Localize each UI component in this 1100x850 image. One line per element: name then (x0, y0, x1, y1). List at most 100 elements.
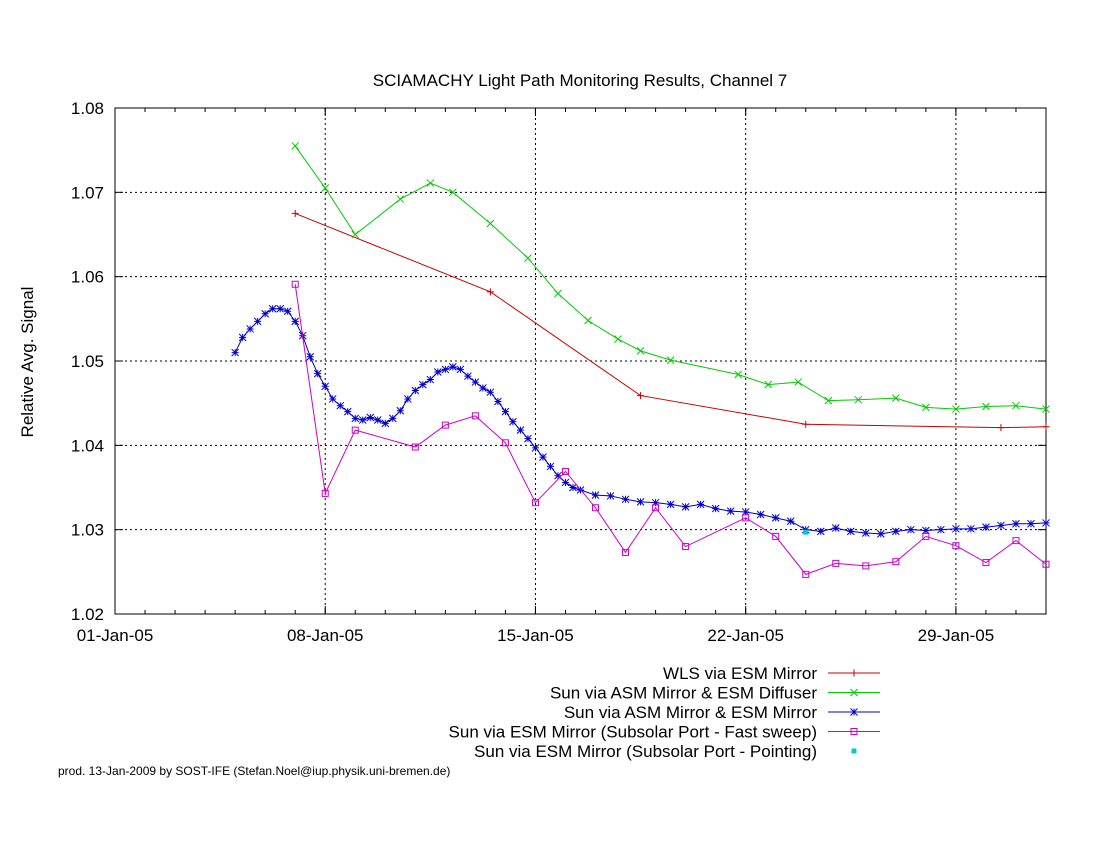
data-point (952, 542, 960, 550)
legend-swatch (828, 688, 880, 697)
x-tick-label: 15-Jan-05 (497, 626, 574, 645)
data-point (561, 467, 569, 475)
data-point (846, 527, 855, 536)
data-point (343, 407, 352, 416)
series-line (295, 212, 1047, 429)
data-point (441, 365, 450, 374)
legend-marker (850, 728, 858, 735)
axis-ticks: 1.02 1.03 1.04 1.05 1.06 1.07 1.08 01-Jan-05 08-… (71, 99, 1046, 645)
data-point (952, 524, 960, 533)
series-line (294, 284, 1047, 575)
data-point (471, 378, 480, 386)
data-point (696, 500, 705, 509)
data-point (801, 525, 810, 534)
data-point (1042, 560, 1050, 568)
y-tick-label: 1.06 (71, 268, 104, 287)
data-point (666, 500, 675, 509)
data-point (682, 543, 690, 551)
data-point (351, 426, 359, 434)
data-point (764, 380, 773, 389)
legend-marker (850, 708, 858, 716)
data-point (426, 179, 435, 187)
y-axis-label: Relative Avg. Signal (18, 287, 37, 438)
data-point (291, 280, 299, 288)
data-point (433, 368, 442, 376)
data-point (569, 483, 577, 492)
data-point (246, 325, 254, 333)
data-point (1027, 519, 1035, 528)
x-tick-label: 29-Jan-05 (918, 626, 995, 645)
data-point (1042, 405, 1050, 413)
series-layer (231, 142, 1050, 578)
data-point (816, 527, 825, 536)
data-point (494, 397, 502, 406)
data-point (306, 352, 315, 361)
series-5 (803, 529, 809, 535)
data-point (967, 524, 975, 533)
data-point (321, 382, 330, 391)
legend-marker (851, 748, 857, 754)
data-point (441, 421, 449, 429)
legend-marker (850, 688, 858, 697)
data-point (358, 416, 367, 424)
data-point (786, 517, 795, 526)
legend-marker (850, 669, 858, 677)
data-point (486, 219, 495, 228)
chart-title: SCIAMACHY Light Path Monitoring Results,… (373, 71, 788, 90)
data-point (772, 532, 780, 540)
data-point (456, 365, 465, 374)
data-point (253, 317, 262, 326)
data-point (471, 412, 479, 420)
data-point (561, 478, 570, 487)
data-point (313, 369, 322, 378)
data-point (336, 401, 345, 410)
data-point (982, 559, 990, 567)
data-point (486, 388, 495, 397)
data-point (411, 443, 419, 451)
data-point (231, 348, 239, 357)
series-line (294, 145, 1047, 410)
legend-label: WLS via ESM Mirror (663, 664, 817, 683)
data-point (771, 514, 780, 522)
data-point (449, 188, 457, 197)
data-point (1012, 401, 1020, 410)
data-point (373, 416, 382, 424)
legend-label: Sun via ESM Mirror (Subsolar Port - Fast… (449, 723, 817, 742)
series-4 (291, 280, 1050, 578)
data-point (268, 304, 277, 313)
footer-credit: prod. 13-Jan-2009 by SOST-IFE (Stefan.No… (58, 764, 450, 778)
data-point (449, 363, 457, 371)
data-point (291, 142, 300, 150)
data-point (614, 335, 622, 343)
data-point (351, 414, 360, 423)
data-point (652, 504, 660, 512)
data-point (606, 492, 615, 500)
data-point (238, 333, 247, 342)
data-point (637, 392, 645, 400)
grid-lines (115, 108, 1046, 614)
data-point (831, 524, 840, 532)
data-point (862, 562, 870, 570)
legend-swatch (828, 728, 880, 735)
data-point (1012, 537, 1020, 545)
legend-label: Sun via ESM Mirror (Subsolar Port - Poin… (474, 742, 817, 761)
legend-swatch (828, 669, 880, 677)
data-point (891, 527, 900, 536)
data-point (922, 532, 930, 540)
data-point (891, 394, 900, 402)
data-point (388, 414, 397, 423)
data-point (524, 254, 532, 262)
y-tick-label: 1.07 (71, 183, 104, 202)
data-point (997, 521, 1005, 530)
data-point (403, 395, 412, 403)
y-tick-label: 1.02 (71, 605, 104, 624)
data-point (802, 570, 810, 578)
legend-label: Sun via ASM Mirror & ESM Diffuser (550, 684, 817, 703)
data-point (501, 439, 509, 447)
data-point (524, 434, 532, 443)
x-tick-label: 22-Jan-05 (707, 626, 784, 645)
data-point (464, 372, 472, 381)
data-point (283, 307, 292, 316)
